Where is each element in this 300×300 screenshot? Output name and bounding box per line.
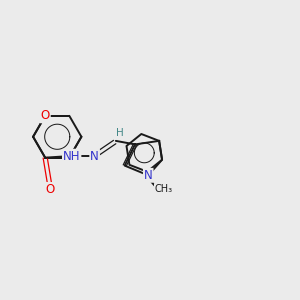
Text: N: N bbox=[90, 150, 99, 163]
Text: CH₃: CH₃ bbox=[155, 184, 173, 194]
Text: NH: NH bbox=[63, 150, 80, 163]
Text: O: O bbox=[45, 183, 54, 196]
Text: O: O bbox=[65, 151, 74, 164]
Text: O: O bbox=[40, 109, 50, 122]
Text: H: H bbox=[116, 128, 123, 138]
Text: N: N bbox=[144, 169, 153, 182]
